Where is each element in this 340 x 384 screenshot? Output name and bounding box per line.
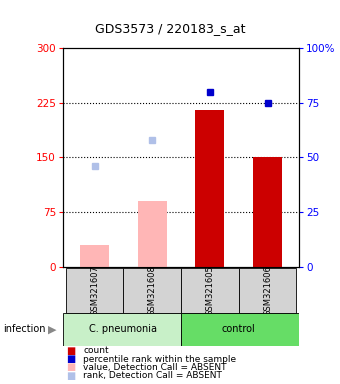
Bar <box>63 313 181 346</box>
Text: count: count <box>83 346 109 355</box>
Text: rank, Detection Call = ABSENT: rank, Detection Call = ABSENT <box>83 371 222 381</box>
Text: value, Detection Call = ABSENT: value, Detection Call = ABSENT <box>83 363 227 372</box>
Text: ■: ■ <box>66 362 75 372</box>
Text: ■: ■ <box>66 354 75 364</box>
Bar <box>66 268 123 313</box>
Bar <box>239 268 296 313</box>
Bar <box>80 245 109 267</box>
Text: C. pneumonia: C. pneumonia <box>89 324 157 334</box>
Text: GDS3573 / 220183_s_at: GDS3573 / 220183_s_at <box>95 22 245 35</box>
Bar <box>253 157 282 267</box>
Text: GSM321608: GSM321608 <box>148 265 157 316</box>
Bar <box>181 313 299 346</box>
Bar <box>123 268 181 313</box>
Text: GSM321606: GSM321606 <box>263 265 272 316</box>
Bar <box>195 110 224 267</box>
Text: percentile rank within the sample: percentile rank within the sample <box>83 354 236 364</box>
Bar <box>138 201 167 267</box>
Text: GSM321607: GSM321607 <box>90 265 99 316</box>
Text: ▶: ▶ <box>49 324 57 334</box>
Text: control: control <box>222 324 256 334</box>
Text: ■: ■ <box>66 346 75 356</box>
Text: GSM321605: GSM321605 <box>205 265 214 316</box>
Text: infection: infection <box>3 324 46 334</box>
Bar <box>181 268 239 313</box>
Text: ■: ■ <box>66 371 75 381</box>
